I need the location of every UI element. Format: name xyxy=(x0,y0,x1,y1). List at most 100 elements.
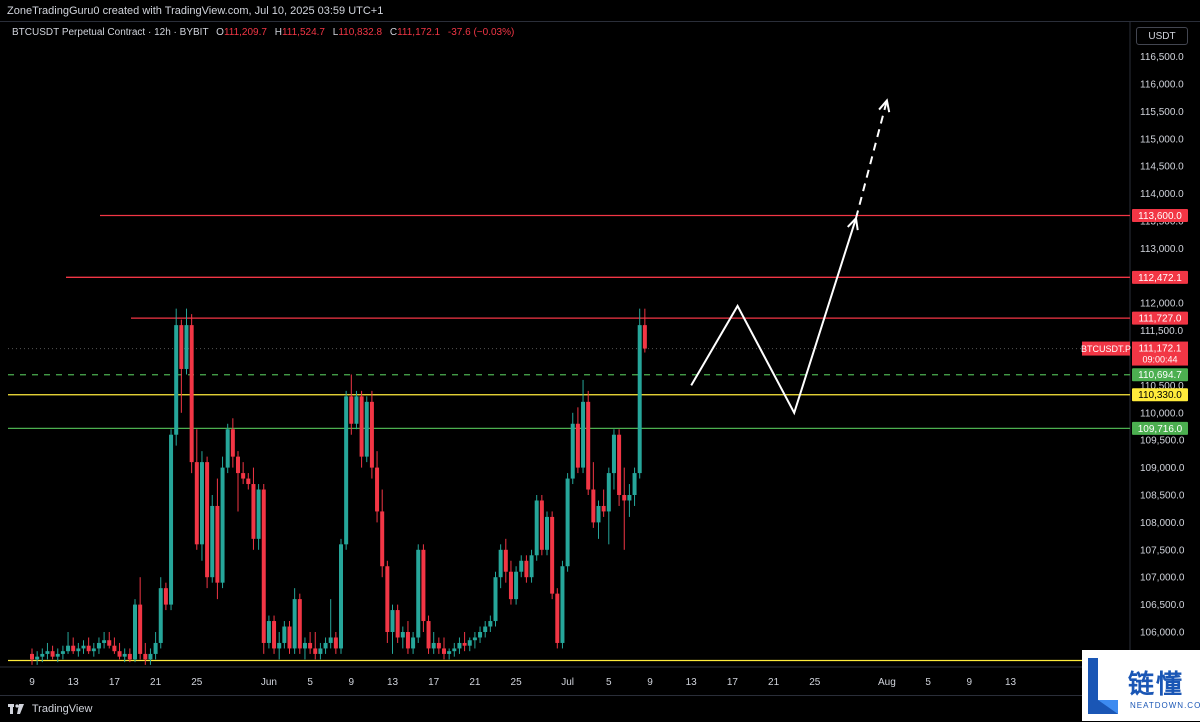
time-tick-label: 21 xyxy=(768,677,780,688)
candle-body xyxy=(591,489,596,523)
candle-body xyxy=(277,642,282,649)
candle xyxy=(261,484,266,654)
current-symbol-label: BTCUSDT.P xyxy=(1081,344,1131,354)
price-tick-label: 109,000.0 xyxy=(1140,463,1185,474)
candle-body xyxy=(96,642,101,649)
candle xyxy=(184,308,189,375)
candle xyxy=(483,621,488,638)
time-tick-label: 9 xyxy=(647,677,653,688)
candle xyxy=(478,626,483,643)
candle-body xyxy=(457,642,462,649)
candle xyxy=(102,632,107,649)
candle xyxy=(617,429,622,506)
candle-body xyxy=(236,456,240,474)
time-tick-label: 9 xyxy=(349,677,355,688)
candle-body xyxy=(622,495,627,501)
candle xyxy=(282,621,287,649)
candle xyxy=(96,637,101,654)
candle xyxy=(179,319,184,413)
candle-body xyxy=(91,648,96,652)
candle-body xyxy=(411,637,416,649)
candle xyxy=(246,473,251,490)
current-price-tag-bg xyxy=(1132,341,1188,366)
candle xyxy=(241,462,246,485)
watermark-badge: 链懂 NEATDOWN.COM xyxy=(1082,650,1200,721)
candle xyxy=(308,632,313,654)
candle xyxy=(637,308,642,479)
candle-body xyxy=(308,642,313,649)
candle-body xyxy=(122,653,127,657)
watermark-en: NEATDOWN.COM xyxy=(1130,701,1200,710)
price-chart[interactable]: 116,500.0 116,000.0 115,500.0 115,000.0 114,… xyxy=(0,22,1200,695)
candle-body xyxy=(241,473,246,479)
candle-body xyxy=(575,423,580,468)
time-tick-label: 25 xyxy=(191,677,203,688)
footer-bar: TradingView xyxy=(0,695,1200,721)
candle-body xyxy=(617,434,622,495)
candle-body xyxy=(436,642,441,649)
candle xyxy=(302,637,307,660)
candle xyxy=(411,632,416,654)
candle xyxy=(215,478,220,600)
candle xyxy=(210,495,215,583)
change-value: -37.6 (−0.03%) xyxy=(447,27,515,38)
candle-body xyxy=(30,653,34,660)
candle-body xyxy=(323,642,328,649)
candle-body xyxy=(467,640,472,646)
candle xyxy=(127,648,132,663)
candle-body xyxy=(256,489,261,539)
candle xyxy=(622,467,627,550)
candle-body xyxy=(400,632,405,638)
candle xyxy=(194,429,199,550)
symbol-title[interactable]: BTCUSDT Perpetual Contract · 12h · BYBIT xyxy=(12,27,209,38)
candle-body xyxy=(514,571,519,600)
candle xyxy=(581,379,586,474)
close-label: C xyxy=(389,27,398,38)
candle xyxy=(534,495,539,561)
level-price-tag xyxy=(1132,270,1188,284)
price-tick-label: 107,000.0 xyxy=(1140,573,1185,584)
candle xyxy=(395,604,400,643)
candle-body xyxy=(60,651,65,654)
candle-body xyxy=(611,434,616,474)
time-tick-label: 21 xyxy=(469,677,481,688)
candle-body xyxy=(40,653,45,657)
price-tick-label: 108,500.0 xyxy=(1140,491,1185,502)
candle xyxy=(174,308,179,446)
candle-body xyxy=(45,651,50,654)
candle xyxy=(189,314,194,474)
candle xyxy=(575,407,580,474)
time-tick-label: 13 xyxy=(686,677,698,688)
candle-body xyxy=(81,645,86,649)
candle-body xyxy=(359,396,364,457)
candle xyxy=(256,484,261,550)
candle xyxy=(529,549,534,583)
candle xyxy=(66,632,71,654)
close-value: 111,172.1 xyxy=(397,27,441,38)
price-tick-label: 107,500.0 xyxy=(1140,545,1185,556)
currency-button[interactable]: USDT xyxy=(1136,27,1188,45)
candle xyxy=(560,560,565,649)
candle-body xyxy=(272,621,277,649)
candle-body xyxy=(442,648,446,654)
time-tick-label: 17 xyxy=(109,677,121,688)
footer-brand: TradingView xyxy=(31,703,93,715)
candle xyxy=(514,566,519,605)
candle-body xyxy=(174,325,179,435)
candle xyxy=(205,456,210,589)
price-tick-label: 109,500.0 xyxy=(1140,436,1185,447)
high-value: 111,524.7 xyxy=(281,27,325,38)
candle xyxy=(339,538,343,654)
time-tick-label: 9 xyxy=(967,677,973,688)
level-price-tag xyxy=(1132,421,1188,435)
time-tick-label: 13 xyxy=(387,677,399,688)
candle-body xyxy=(478,632,483,638)
candle-body xyxy=(158,588,163,643)
candle xyxy=(457,637,462,654)
watermark-cn: 链懂 xyxy=(1128,669,1185,699)
candle xyxy=(107,632,112,649)
candle-body xyxy=(529,555,534,578)
time-tick-label: 17 xyxy=(727,677,739,688)
candle-body xyxy=(133,604,137,660)
candle-body xyxy=(287,626,292,649)
